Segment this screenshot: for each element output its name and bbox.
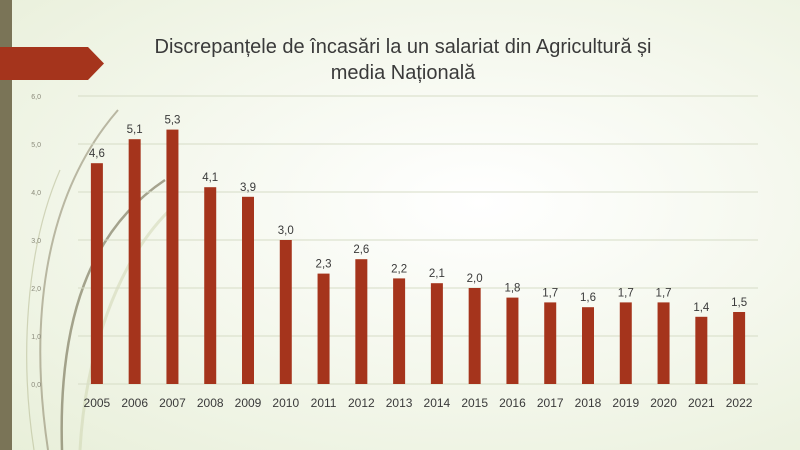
x-tick-label: 2022: [726, 396, 753, 410]
x-tick-label: 2015: [461, 396, 488, 410]
bar: [204, 187, 217, 384]
x-tick-label: 2012: [348, 396, 375, 410]
x-tick-label: 2007: [159, 396, 186, 410]
data-labels: 4,6 5,1 5,3 4,1 3,9 3,0 2,3 2,6 2,2 2,1 2,0 1,8 1,7 1…: [89, 115, 747, 314]
data-label: 1,7: [542, 287, 558, 299]
bar: [128, 139, 141, 384]
x-tick-label: 2010: [272, 396, 299, 410]
bar: [90, 163, 103, 384]
data-label: 1,7: [656, 287, 672, 299]
bar: [242, 196, 254, 384]
bar: [544, 302, 557, 384]
data-label: 2,2: [391, 263, 407, 275]
bar: [393, 278, 406, 384]
data-label: 4,6: [89, 148, 105, 160]
data-label: 3,0: [278, 225, 294, 237]
data-label: 2,3: [316, 259, 332, 271]
bar: [430, 283, 443, 384]
data-label: 3,9: [240, 182, 256, 194]
x-tick-label: 2009: [235, 396, 262, 410]
data-label: 2,6: [353, 244, 369, 256]
data-label: 1,6: [580, 292, 596, 304]
chart-title: Discrepanțele de încasări la un salariat…: [118, 34, 688, 86]
data-label: 5,1: [127, 124, 143, 136]
bar: [317, 273, 330, 384]
bar: [695, 316, 708, 384]
bar: [733, 312, 746, 384]
x-tick-label: 2014: [424, 396, 451, 410]
x-tick-label: 2016: [499, 396, 526, 410]
y-tick-label: 4,0: [31, 190, 41, 197]
data-label: 4,1: [202, 172, 218, 184]
data-label: 1,8: [504, 283, 520, 295]
bar: [355, 259, 368, 384]
y-tick-label: 1,0: [31, 334, 41, 341]
data-label: 1,7: [618, 287, 634, 299]
y-tick-label: 3,0: [31, 238, 41, 245]
x-tick-label: 2011: [311, 396, 337, 410]
x-tick-label: 2017: [537, 396, 564, 410]
x-tick-label: 2018: [575, 396, 602, 410]
bar: [279, 240, 292, 384]
data-label: 2,0: [467, 273, 483, 285]
data-label: 1,5: [731, 297, 747, 309]
x-tick-label: 2006: [121, 396, 148, 410]
x-axis-ticks: 2005 2006 2007 2008 2009 2010 2011 2012 2013 2014…: [84, 396, 753, 410]
chart-title-line1: Discrepanțele de încasări la un salariat…: [154, 36, 652, 58]
gridlines: [78, 95, 758, 385]
x-tick-label: 2019: [612, 396, 639, 410]
x-tick-label: 2013: [386, 396, 413, 410]
bar: [582, 307, 594, 384]
y-tick-label: 5,0: [31, 142, 41, 149]
title-banner: [0, 47, 104, 80]
y-tick-label: 2,0: [31, 286, 41, 293]
decorative-left-strip: [0, 0, 12, 450]
x-tick-label: 2005: [84, 396, 111, 410]
bar: [166, 129, 179, 384]
x-tick-label: 2008: [197, 396, 224, 410]
bar: [468, 288, 481, 384]
bars: [90, 129, 746, 384]
y-axis-ticks: 0,0 1,0 2,0 3,0 4,0 5,0 6,0: [31, 94, 41, 389]
bar: [506, 297, 519, 384]
chart-title-line2: media Națională: [330, 62, 476, 84]
y-tick-label: 0,0: [31, 382, 41, 389]
data-label: 2,1: [429, 268, 445, 280]
x-tick-label: 2020: [650, 396, 677, 410]
x-tick-label: 2021: [688, 396, 715, 410]
y-tick-label: 6,0: [31, 94, 41, 101]
data-label: 1,4: [693, 302, 710, 314]
data-label: 5,3: [164, 115, 180, 127]
bar: [619, 302, 632, 384]
bar: [657, 302, 670, 384]
